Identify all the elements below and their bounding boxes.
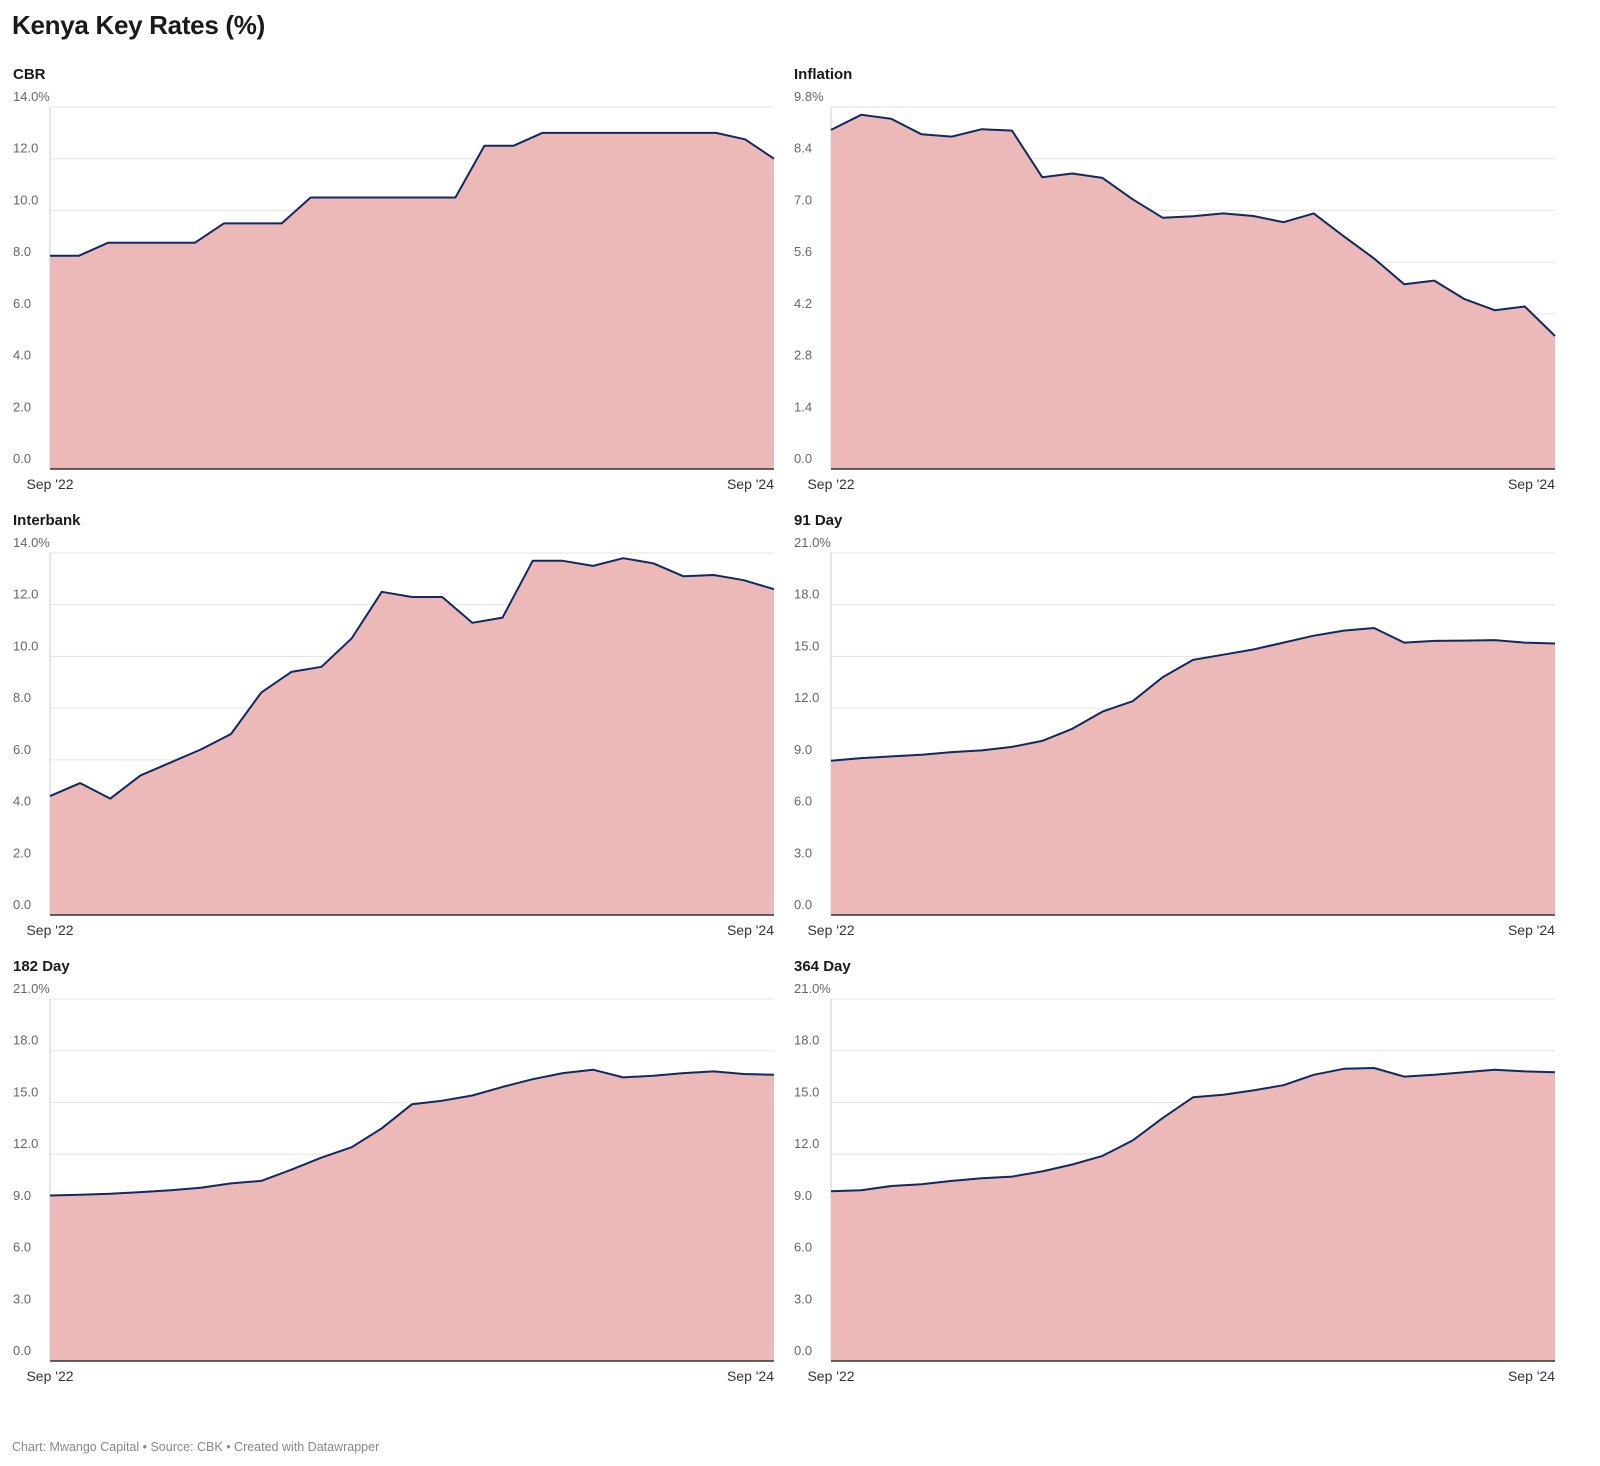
x-tick-label-start: Sep '22 bbox=[26, 922, 73, 938]
y-tick-label: 2.0 bbox=[13, 845, 31, 860]
y-tick-label: 0.0 bbox=[794, 897, 812, 912]
chart-title: 182 Day bbox=[13, 958, 70, 975]
chart-title: 364 Day bbox=[794, 958, 851, 975]
area-fill bbox=[831, 114, 1555, 470]
y-tick-label: 15.0 bbox=[794, 638, 819, 653]
chart-svg: 14.0% 12.0 10.0 8.0 6.0 4.0 2.0 0.0 Sep '22 Sep '… bbox=[13, 89, 775, 492]
chart-title: Interbank bbox=[13, 512, 81, 529]
y-tick-label: 2.8 bbox=[794, 348, 812, 363]
y-tick-label: 6.0 bbox=[794, 794, 812, 809]
x-tick-label-start: Sep '22 bbox=[807, 476, 854, 492]
y-tick-label: 9.0 bbox=[794, 1188, 812, 1203]
x-tick-label-start: Sep '22 bbox=[26, 1368, 73, 1384]
y-tick-label: 8.4 bbox=[794, 141, 812, 156]
y-tick-label: 12.0 bbox=[794, 690, 819, 705]
y-tick-label: 21.0% bbox=[794, 981, 831, 996]
y-tick-label: 15.0 bbox=[13, 1084, 38, 1099]
chart-svg: 9.8% 8.4 7.0 5.6 4.2 2.8 1.4 0.0 Sep '22 Sep '24 bbox=[794, 89, 1556, 492]
y-tick-label: 12.0 bbox=[13, 141, 38, 156]
y-tick-label: 4.0 bbox=[13, 794, 31, 809]
chart-panel-364-day: 364 Day 21.0% 18.0 15.0 12.0 9.0 6.0 3.0 0.0 Sep… bbox=[793, 956, 1563, 1396]
chart-footer: Chart: Mwango Capital • Source: CBK • Cr… bbox=[12, 1440, 380, 1454]
chart-title: Inflation bbox=[794, 66, 853, 83]
area-fill bbox=[831, 628, 1555, 915]
y-tick-label: 12.0 bbox=[13, 1136, 38, 1151]
y-tick-label: 9.0 bbox=[794, 742, 812, 757]
y-tick-label: 15.0 bbox=[794, 1084, 819, 1099]
chart-svg: 14.0% 12.0 10.0 8.0 6.0 4.0 2.0 0.0 Sep '22 Sep '… bbox=[13, 535, 775, 938]
y-tick-label: 14.0% bbox=[13, 535, 50, 550]
chart-svg: 21.0% 18.0 15.0 12.0 9.0 6.0 3.0 0.0 Sep '22 Sep … bbox=[13, 981, 775, 1384]
x-tick-label-end: Sep '24 bbox=[727, 922, 774, 938]
area-fill bbox=[50, 132, 774, 469]
y-tick-label: 5.6 bbox=[794, 244, 812, 259]
y-tick-label: 18.0 bbox=[794, 1033, 819, 1048]
y-tick-label: 6.0 bbox=[13, 1240, 31, 1255]
y-tick-label: 21.0% bbox=[13, 981, 50, 996]
chart-panel-cbr: CBR 14.0% 12.0 10.0 8.0 6.0 4.0 2.0 0.0 Sep '22 S… bbox=[12, 64, 782, 504]
y-tick-label: 0.0 bbox=[794, 1343, 812, 1358]
y-tick-label: 2.0 bbox=[13, 399, 31, 414]
y-tick-label: 9.0 bbox=[13, 1188, 31, 1203]
series-line bbox=[830, 1067, 1556, 1193]
chart-panel-inflation: Inflation 9.8% 8.4 7.0 5.6 4.2 2.8 1.4 0.0 Sep '… bbox=[793, 64, 1563, 504]
area-fill bbox=[50, 1069, 774, 1361]
x-tick-label-start: Sep '22 bbox=[807, 922, 854, 938]
series-line bbox=[49, 557, 775, 800]
y-tick-label: 0.0 bbox=[13, 897, 31, 912]
chart-panel-91-day: 91 Day 21.0% 18.0 15.0 12.0 9.0 6.0 3.0 0.0 Sep … bbox=[793, 510, 1563, 950]
x-tick-label-start: Sep '22 bbox=[26, 476, 73, 492]
x-tick-label-end: Sep '24 bbox=[727, 1368, 774, 1384]
page-title: Kenya Key Rates (%) bbox=[12, 10, 265, 40]
y-tick-label: 18.0 bbox=[13, 1033, 38, 1048]
chart-title: CBR bbox=[13, 66, 46, 83]
series-line bbox=[49, 1068, 775, 1197]
y-tick-label: 8.0 bbox=[13, 244, 31, 259]
y-tick-label: 6.0 bbox=[794, 1240, 812, 1255]
y-tick-label: 1.4 bbox=[794, 399, 812, 414]
y-tick-label: 3.0 bbox=[794, 1291, 812, 1306]
chart-svg: 21.0% 18.0 15.0 12.0 9.0 6.0 3.0 0.0 Sep '22 Sep … bbox=[794, 981, 1556, 1384]
area-fill bbox=[50, 558, 774, 915]
area-fill bbox=[831, 1068, 1555, 1361]
y-tick-label: 0.0 bbox=[794, 451, 812, 466]
chart-title: 91 Day bbox=[794, 512, 843, 529]
y-tick-label: 21.0% bbox=[794, 535, 831, 550]
series-line bbox=[50, 131, 775, 257]
y-tick-label: 10.0 bbox=[13, 192, 38, 207]
y-tick-label: 3.0 bbox=[794, 845, 812, 860]
y-tick-label: 3.0 bbox=[13, 1291, 31, 1306]
x-tick-label-end: Sep '24 bbox=[1508, 922, 1555, 938]
y-tick-label: 10.0 bbox=[13, 638, 38, 653]
y-tick-label: 9.8% bbox=[794, 89, 824, 104]
y-tick-label: 12.0 bbox=[13, 587, 38, 602]
y-tick-label: 7.0 bbox=[794, 192, 812, 207]
chart-panel-182-day: 182 Day 21.0% 18.0 15.0 12.0 9.0 6.0 3.0 0.0 Sep… bbox=[12, 956, 782, 1396]
chart-panel-interbank: Interbank 14.0% 12.0 10.0 8.0 6.0 4.0 2.0 0.0 Se… bbox=[12, 510, 782, 950]
y-tick-label: 6.0 bbox=[13, 742, 31, 757]
y-tick-label: 12.0 bbox=[794, 1136, 819, 1151]
y-tick-label: 6.0 bbox=[13, 296, 31, 311]
y-tick-label: 0.0 bbox=[13, 1343, 31, 1358]
y-tick-label: 14.0% bbox=[13, 89, 50, 104]
x-tick-label-start: Sep '22 bbox=[807, 1368, 854, 1384]
series-line bbox=[830, 627, 1556, 762]
y-tick-label: 8.0 bbox=[13, 690, 31, 705]
y-tick-label: 4.0 bbox=[13, 348, 31, 363]
y-tick-label: 4.2 bbox=[794, 296, 812, 311]
x-tick-label-end: Sep '24 bbox=[1508, 1368, 1555, 1384]
x-tick-label-end: Sep '24 bbox=[727, 476, 774, 492]
chart-svg: 21.0% 18.0 15.0 12.0 9.0 6.0 3.0 0.0 Sep '22 Sep … bbox=[794, 535, 1556, 938]
series-line bbox=[830, 113, 1556, 337]
x-tick-label-end: Sep '24 bbox=[1508, 476, 1555, 492]
y-tick-label: 18.0 bbox=[794, 587, 819, 602]
y-tick-label: 0.0 bbox=[13, 451, 31, 466]
